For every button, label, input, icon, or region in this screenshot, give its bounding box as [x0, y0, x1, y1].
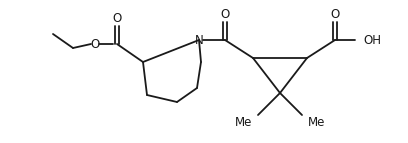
Text: O: O [91, 37, 100, 50]
Text: N: N [195, 33, 203, 46]
Text: Me: Me [235, 117, 252, 130]
Text: O: O [112, 12, 122, 25]
Text: OH: OH [363, 33, 381, 46]
Text: O: O [330, 8, 339, 21]
Text: Me: Me [308, 117, 325, 130]
Text: O: O [220, 8, 230, 21]
